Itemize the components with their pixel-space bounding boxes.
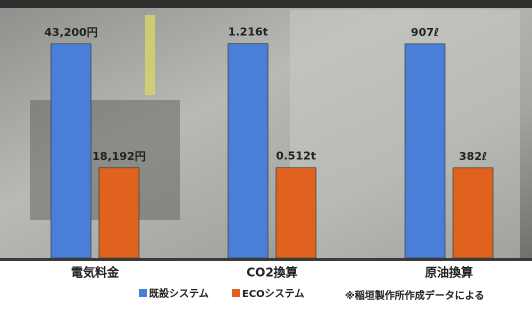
value-label: 18,192円 xyxy=(92,150,145,163)
bar xyxy=(51,44,91,258)
legend: 既設システム ECOシステム xyxy=(139,287,304,300)
category-label: CO2換算 xyxy=(246,265,297,280)
photo-detail xyxy=(145,15,155,95)
value-label: 0.512t xyxy=(276,150,316,163)
chart: 43,200円 18,192円電気料金 1.216t 0.512t CO2換算 907ℓ 3… xyxy=(0,0,532,312)
bar xyxy=(276,168,316,258)
photo-edge xyxy=(0,258,532,261)
bar xyxy=(405,44,445,258)
bar xyxy=(228,44,268,258)
value-label: 907ℓ xyxy=(411,26,439,39)
legend-label: ECOシステム xyxy=(242,288,304,300)
photo-edge xyxy=(0,0,532,8)
source-note: ※稲垣製作所作成データによる xyxy=(345,289,484,302)
legend-swatch xyxy=(139,289,147,297)
category-label: 原油換算 xyxy=(425,265,473,280)
category-label: 電気料金 xyxy=(71,265,120,280)
bar xyxy=(453,168,493,258)
value-label: 382ℓ xyxy=(459,150,487,163)
legend-label: 既設システム xyxy=(149,287,209,300)
value-label: 1.216t xyxy=(228,26,268,39)
legend-swatch xyxy=(232,289,240,297)
value-label: 43,200円 xyxy=(44,26,97,39)
bar xyxy=(99,168,139,258)
page: {"chart_data": [ {"type": "bar", "catego… xyxy=(0,0,532,312)
